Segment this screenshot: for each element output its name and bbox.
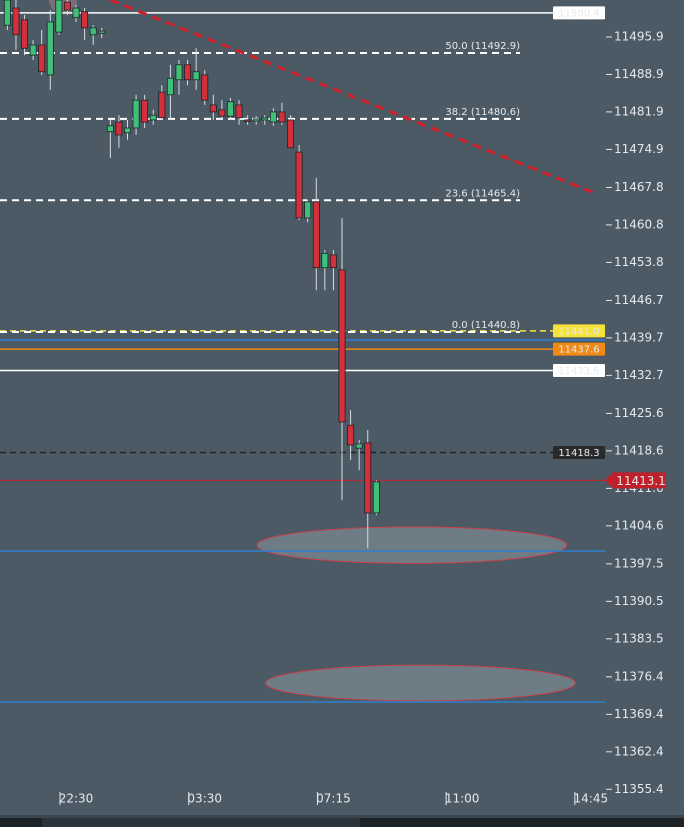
price-tag: [553, 364, 605, 378]
y-tick-label: 11488.9: [614, 67, 664, 81]
candle-body: [46, 21, 54, 76]
plot-area: 50.0 (11492.9) 38.2 (11480.6) 23.6 (11465.…: [0, 0, 605, 703]
price-tag-label: 11441.0: [558, 326, 599, 337]
candle-body: [372, 481, 380, 514]
candle-body: [321, 252, 329, 269]
candle-body: [287, 119, 295, 149]
candle-body: [115, 121, 123, 136]
x-tick-label: 14:45: [574, 792, 609, 806]
candle-body: [347, 424, 355, 446]
y-tick-label: 11418.6: [614, 443, 664, 457]
y-tick-label: 11439.7: [614, 330, 664, 344]
candle-body: [98, 30, 106, 34]
price-tag: [553, 324, 605, 338]
y-tick-label: 11383.5: [614, 631, 664, 645]
price-tag: [553, 342, 605, 356]
x-tick-label: 11:00: [445, 792, 480, 806]
last-price-tag: [605, 472, 665, 489]
candle-body: [38, 44, 46, 73]
candle-body: [226, 101, 234, 117]
y-tick-label: 11432.7: [614, 368, 664, 382]
y-tick-label: 11355.4: [614, 782, 664, 796]
y-tick-label: 11397.5: [614, 556, 664, 570]
tab: [42, 818, 360, 827]
price-tag-label: 11437.6: [558, 345, 599, 356]
candle-body: [261, 117, 269, 121]
price-tag: [553, 445, 605, 459]
price-tag: [553, 6, 605, 20]
candle-body: [209, 104, 217, 113]
fib-label: 50.0 (11492.9): [445, 41, 520, 52]
price-tag-label: 11433.6: [558, 366, 599, 377]
price-tag-label: 11418.3: [558, 448, 599, 459]
x-tick-label: 07:15: [316, 792, 351, 806]
tab: [360, 818, 684, 827]
candle-body: [3, 0, 11, 26]
overlay: 11495.9 11488.9 11481.9 11474.9 11467.8 11460…: [59, 6, 666, 806]
price-tag-label: 11500.4: [558, 8, 599, 19]
y-tick-label: 11369.4: [614, 707, 664, 721]
candle-body: [278, 111, 286, 123]
target-zone: [256, 526, 568, 564]
candle-body: [149, 114, 157, 121]
x-tick-label: 03:30: [187, 792, 222, 806]
candle-body: [184, 64, 192, 81]
candle-body: [89, 27, 97, 36]
candle-body: [355, 443, 363, 449]
candle-body: [175, 64, 183, 81]
y-tick-label: 11467.8: [614, 180, 664, 194]
candle-body: [124, 127, 131, 134]
candle-body: [269, 111, 277, 123]
candle-body: [21, 19, 29, 49]
candle-body: [338, 269, 346, 423]
candle-body: [141, 99, 149, 123]
candle-body: [295, 151, 303, 219]
candle-body: [244, 119, 252, 122]
candle-body: [81, 11, 89, 29]
candle-body: [132, 99, 140, 129]
candle-body: [235, 104, 243, 119]
candle-body: [201, 74, 209, 101]
fib-label: 0.0 (11440.8): [452, 320, 520, 331]
y-tick-label: 11453.8: [614, 255, 664, 269]
tab: [0, 818, 42, 827]
trendline: [109, 0, 598, 196]
last-price-label: 11413.1: [616, 474, 666, 488]
y-tick-label: 11425.6: [614, 406, 664, 420]
y-tick-label: 11495.9: [614, 29, 664, 43]
candle-body: [218, 109, 226, 117]
candle-body: [252, 118, 260, 122]
candle-body: [106, 125, 114, 133]
y-tick-label: 11362.4: [614, 744, 664, 758]
candle-body: [192, 71, 200, 81]
target-zone: [265, 664, 576, 702]
candle-body: [312, 201, 320, 269]
candle-body: [55, 0, 63, 33]
y-tick-label: 11481.9: [614, 104, 664, 118]
y-tick-label: 11404.6: [614, 518, 664, 532]
candle-body: [304, 201, 312, 219]
candle-body: [72, 7, 80, 19]
candle-body: [364, 442, 372, 514]
y-tick-label: 11474.9: [614, 142, 664, 156]
candle-body: [29, 44, 37, 56]
y-tick-label: 11460.8: [614, 217, 664, 231]
y-tick-label: 11390.5: [614, 594, 664, 608]
y-tick-label: 11446.7: [614, 293, 664, 307]
fib-label: 38.2 (11480.6): [445, 107, 520, 118]
x-tick-label: 22:30: [59, 792, 94, 806]
y-tick-label: 11376.4: [614, 669, 664, 683]
candle-body: [158, 91, 166, 119]
candle-body: [329, 254, 337, 269]
fib-label: 23.6 (11465.4): [445, 188, 520, 199]
candle-body: [166, 77, 174, 96]
candle-body: [12, 7, 20, 36]
candle-body: [63, 1, 71, 11]
